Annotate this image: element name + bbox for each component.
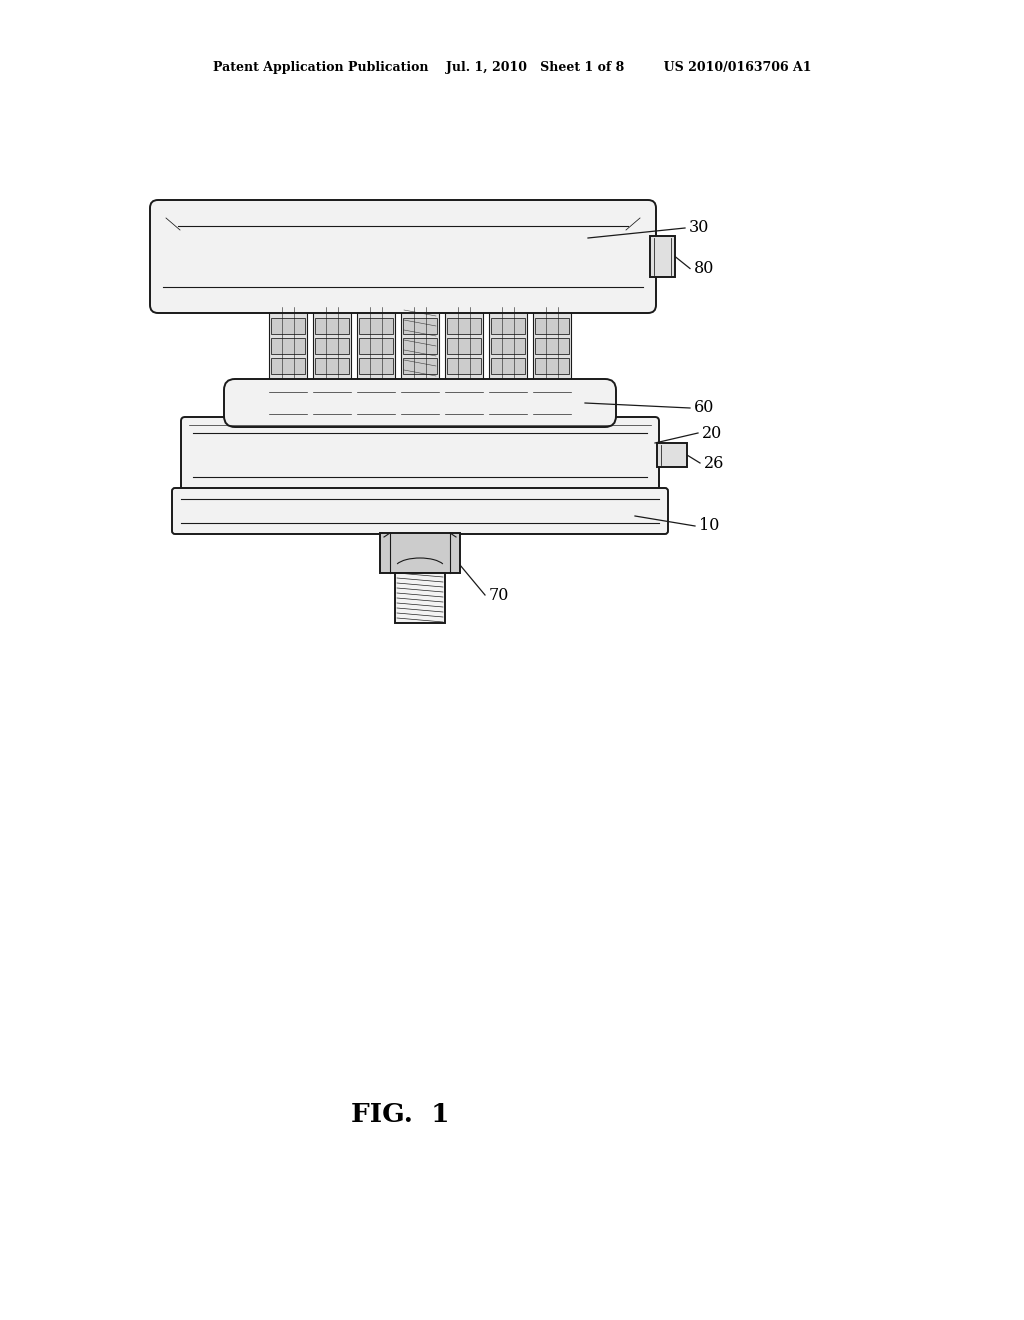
Text: Patent Application Publication    Jul. 1, 2010   Sheet 1 of 8         US 2010/01: Patent Application Publication Jul. 1, 2… bbox=[213, 62, 811, 74]
Text: 60: 60 bbox=[694, 400, 715, 417]
Bar bbox=[535, 338, 569, 354]
Bar bbox=[315, 358, 349, 374]
Bar bbox=[657, 444, 687, 467]
Text: 80: 80 bbox=[694, 260, 715, 277]
Bar bbox=[315, 318, 349, 334]
Bar bbox=[315, 338, 349, 354]
Bar bbox=[447, 358, 481, 374]
Bar bbox=[359, 318, 393, 334]
Bar bbox=[313, 305, 351, 387]
Bar bbox=[403, 358, 437, 374]
FancyBboxPatch shape bbox=[224, 379, 616, 426]
Text: 26: 26 bbox=[705, 454, 724, 471]
Text: 10: 10 bbox=[699, 517, 720, 535]
Text: 20: 20 bbox=[702, 425, 722, 441]
Bar bbox=[401, 305, 439, 387]
Bar bbox=[380, 533, 460, 573]
FancyBboxPatch shape bbox=[172, 488, 668, 535]
Bar bbox=[403, 318, 437, 334]
Bar bbox=[359, 358, 393, 374]
Bar bbox=[650, 236, 675, 277]
Bar bbox=[535, 318, 569, 334]
Bar bbox=[271, 318, 305, 334]
Bar bbox=[490, 318, 525, 334]
Bar bbox=[271, 338, 305, 354]
FancyBboxPatch shape bbox=[181, 417, 659, 492]
Bar bbox=[535, 358, 569, 374]
Bar bbox=[489, 305, 527, 387]
Text: 70: 70 bbox=[489, 586, 509, 603]
Text: FIG.  1: FIG. 1 bbox=[351, 1102, 450, 1127]
Bar bbox=[490, 338, 525, 354]
Text: 30: 30 bbox=[689, 219, 710, 236]
Bar bbox=[395, 573, 445, 623]
Bar bbox=[269, 305, 307, 387]
Bar bbox=[490, 358, 525, 374]
Bar bbox=[357, 305, 395, 387]
FancyBboxPatch shape bbox=[150, 201, 656, 313]
Bar bbox=[445, 305, 483, 387]
Bar bbox=[359, 338, 393, 354]
Bar bbox=[271, 358, 305, 374]
Bar bbox=[403, 338, 437, 354]
Bar bbox=[534, 305, 571, 387]
Bar bbox=[447, 338, 481, 354]
Bar bbox=[447, 318, 481, 334]
